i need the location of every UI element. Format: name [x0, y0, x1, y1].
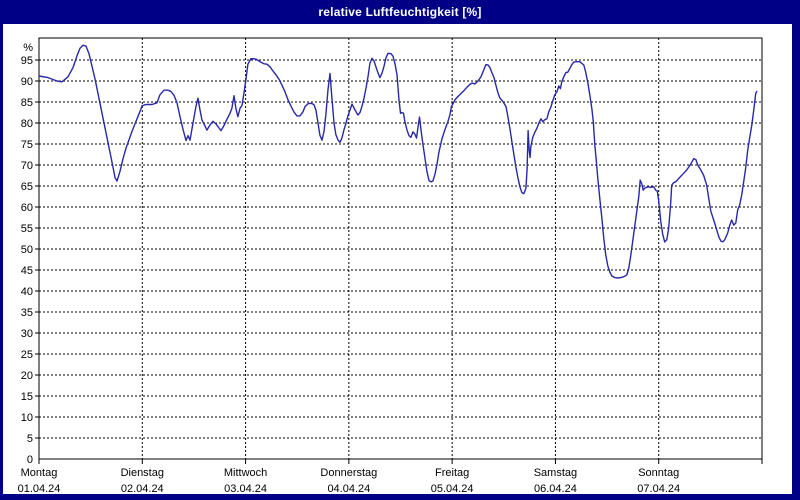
x-date-label: 06.04.24	[534, 483, 577, 494]
x-date-label: 01.04.24	[18, 483, 61, 494]
y-tick-label: 75	[21, 139, 33, 151]
x-day-label: Sonntag	[638, 467, 679, 479]
y-tick-label: 25	[21, 349, 33, 361]
chart-area: 0 5 10 15 20 25 30 35 40 45 50 55 60 65 70 75 80 85 90 95% M…	[3, 24, 792, 495]
x-date-label: 02.04.24	[121, 483, 164, 494]
x-day-label: Donnerstag	[320, 467, 377, 479]
x-day-label: Freitag	[435, 467, 469, 479]
x-date-label: 07.04.24	[637, 483, 680, 494]
y-tick-label: 30	[21, 328, 33, 340]
y-tick-label: 5	[27, 433, 33, 445]
y-axis-unit-label: %	[23, 42, 33, 54]
humidity-line	[38, 44, 758, 279]
y-tick-label: 45	[21, 265, 33, 277]
x-day-label: Montag	[21, 467, 58, 479]
y-tick-label: 15	[21, 391, 33, 403]
y-tick-label: 60	[21, 202, 33, 214]
y-tick-label: 40	[21, 286, 33, 298]
y-tick-label: 65	[21, 181, 33, 193]
y-tick-label: 85	[21, 97, 33, 109]
y-tick-label: 35	[21, 307, 33, 319]
humidity-chart: 0 5 10 15 20 25 30 35 40 45 50 55 60 65 70 75 80 85 90 95% M…	[18, 37, 763, 495]
y-tick-label: 20	[21, 370, 33, 382]
y-tick-label: 70	[21, 160, 33, 172]
x-date-label: 03.04.24	[224, 483, 267, 494]
y-tick-label: 10	[21, 412, 33, 424]
y-tick-label: 95	[21, 55, 33, 67]
y-tick-label: 55	[21, 223, 33, 235]
title-bar[interactable]: relative Luftfeuchtigkeit [%]	[0, 0, 800, 24]
y-tick-label: 50	[21, 244, 33, 256]
page-title: relative Luftfeuchtigkeit [%]	[318, 5, 482, 19]
x-day-label: Dienstag	[121, 467, 164, 479]
y-tick-label: 80	[21, 118, 33, 130]
x-date-label: 04.04.24	[327, 483, 370, 494]
y-tick-label: 0	[27, 454, 33, 466]
x-date-label: 05.04.24	[431, 483, 474, 494]
x-day-label: Mittwoch	[224, 467, 267, 479]
y-tick-label: 90	[21, 76, 33, 88]
x-day-label: Samstag	[534, 467, 577, 479]
